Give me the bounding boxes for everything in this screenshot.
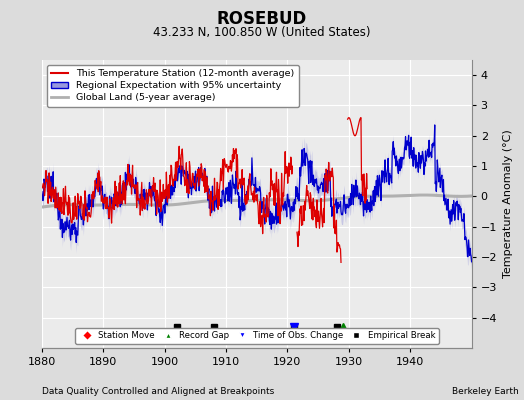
- Legend: Station Move, Record Gap, Time of Obs. Change, Empirical Break: Station Move, Record Gap, Time of Obs. C…: [75, 328, 439, 344]
- Text: Data Quality Controlled and Aligned at Breakpoints: Data Quality Controlled and Aligned at B…: [42, 387, 274, 396]
- Text: ROSEBUD: ROSEBUD: [217, 10, 307, 28]
- Text: Berkeley Earth: Berkeley Earth: [452, 387, 519, 396]
- Y-axis label: Temperature Anomaly (°C): Temperature Anomaly (°C): [503, 130, 512, 278]
- Text: 43.233 N, 100.850 W (United States): 43.233 N, 100.850 W (United States): [153, 26, 371, 39]
